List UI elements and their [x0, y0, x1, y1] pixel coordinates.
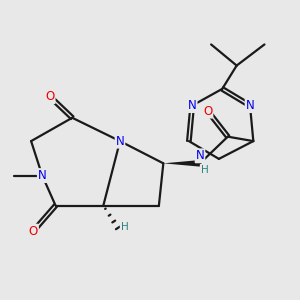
Text: N: N — [188, 99, 197, 112]
Polygon shape — [163, 160, 200, 166]
Text: O: O — [29, 225, 38, 238]
Text: N: N — [38, 169, 46, 182]
Text: H: H — [201, 165, 208, 175]
Text: O: O — [45, 90, 55, 103]
Text: N: N — [196, 149, 204, 162]
Text: N: N — [246, 99, 254, 112]
Text: N: N — [116, 135, 124, 148]
Text: H: H — [121, 222, 128, 232]
Text: O: O — [203, 105, 212, 118]
